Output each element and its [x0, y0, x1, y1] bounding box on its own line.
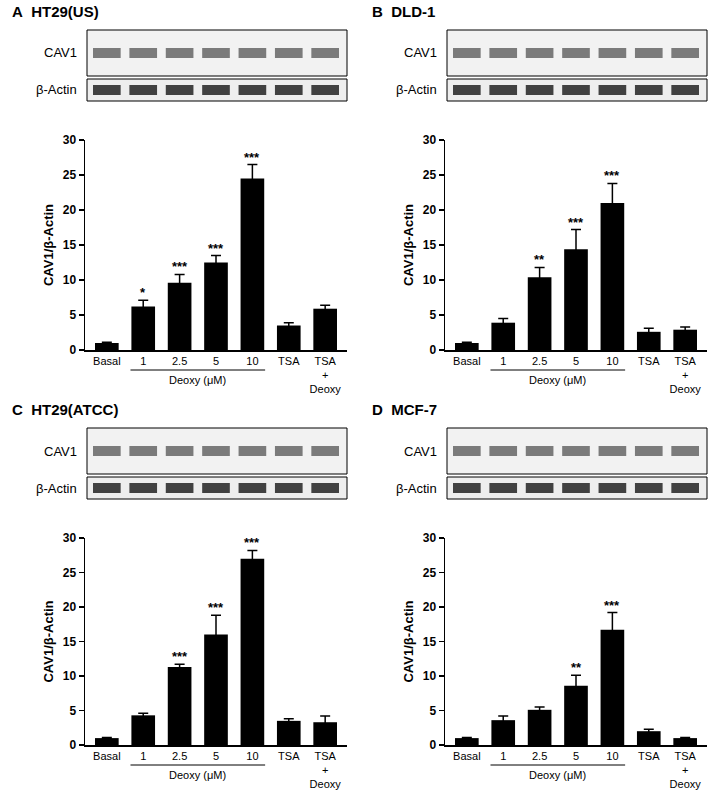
svg-text:5: 5: [69, 704, 76, 718]
svg-text:D MCF-7: D MCF-7: [372, 401, 437, 418]
svg-text:0: 0: [69, 343, 76, 357]
svg-text:10: 10: [423, 669, 437, 683]
svg-text:Deoxy (μM): Deoxy (μM): [169, 769, 226, 781]
svg-text:10: 10: [606, 750, 618, 762]
svg-text:15: 15: [423, 635, 437, 649]
svg-text:15: 15: [63, 635, 77, 649]
svg-text:β-Actin: β-Actin: [396, 481, 437, 496]
svg-text:***: ***: [244, 150, 260, 165]
svg-text:***: ***: [172, 649, 188, 664]
svg-text:5: 5: [573, 750, 579, 762]
svg-text:2.5: 2.5: [532, 750, 547, 762]
svg-text:CAV1: CAV1: [44, 45, 77, 60]
svg-text:Deoxy (μM): Deoxy (μM): [169, 374, 226, 386]
svg-text:TSA+Deoxy: TSA+Deoxy: [310, 355, 342, 396]
svg-text:20: 20: [423, 203, 437, 217]
svg-text:***: ***: [604, 598, 620, 613]
svg-text:Basal: Basal: [453, 750, 481, 762]
svg-text:CAV1/β-Actin: CAV1/β-Actin: [41, 600, 56, 682]
svg-text:*: *: [140, 285, 146, 300]
svg-text:10: 10: [63, 273, 77, 287]
svg-text:β-Actin: β-Actin: [36, 82, 77, 97]
svg-text:CAV1/β-Actin: CAV1/β-Actin: [41, 204, 56, 286]
svg-text:TSA: TSA: [638, 355, 660, 367]
svg-text:CAV1/β-Actin: CAV1/β-Actin: [401, 600, 416, 682]
svg-text:***: ***: [568, 215, 584, 230]
svg-text:C HT29(ATCC): C HT29(ATCC): [12, 401, 118, 418]
svg-text:25: 25: [423, 566, 437, 580]
svg-text:10: 10: [63, 669, 77, 683]
svg-text:0: 0: [429, 343, 436, 357]
svg-text:5: 5: [429, 308, 436, 322]
svg-text:CAV1/β-Actin: CAV1/β-Actin: [401, 204, 416, 286]
svg-text:1: 1: [500, 355, 506, 367]
svg-text:TSA: TSA: [278, 750, 300, 762]
svg-text:Basal: Basal: [453, 355, 481, 367]
svg-text:**: **: [571, 660, 582, 675]
svg-text:2.5: 2.5: [172, 355, 187, 367]
svg-text:TSA: TSA: [278, 355, 300, 367]
svg-text:15: 15: [63, 238, 77, 252]
svg-text:β-Actin: β-Actin: [36, 481, 77, 496]
svg-text:Deoxy (μM): Deoxy (μM): [529, 769, 586, 781]
svg-text:1: 1: [140, 355, 146, 367]
svg-text:25: 25: [63, 168, 77, 182]
svg-text:5: 5: [429, 704, 436, 718]
svg-text:1: 1: [500, 750, 506, 762]
svg-text:TSA+Deoxy: TSA+Deoxy: [310, 750, 342, 791]
svg-text:B DLD-1: B DLD-1: [372, 3, 435, 20]
svg-text:***: ***: [208, 241, 224, 256]
svg-text:25: 25: [423, 168, 437, 182]
svg-text:5: 5: [69, 308, 76, 322]
svg-text:30: 30: [63, 133, 77, 147]
svg-text:***: ***: [244, 535, 260, 550]
svg-text:2.5: 2.5: [532, 355, 547, 367]
svg-text:CAV1: CAV1: [404, 45, 437, 60]
svg-text:CAV1: CAV1: [404, 444, 437, 459]
svg-text:***: ***: [172, 259, 188, 274]
svg-text:5: 5: [213, 355, 219, 367]
svg-text:5: 5: [213, 750, 219, 762]
svg-text:TSA+Deoxy: TSA+Deoxy: [670, 750, 702, 791]
svg-text:TSA: TSA: [638, 750, 660, 762]
svg-text:15: 15: [423, 238, 437, 252]
svg-text:5: 5: [573, 355, 579, 367]
svg-text:20: 20: [63, 600, 77, 614]
svg-text:10: 10: [246, 750, 258, 762]
svg-text:***: ***: [208, 600, 224, 615]
svg-text:***: ***: [604, 168, 620, 183]
svg-text:10: 10: [606, 355, 618, 367]
svg-text:10: 10: [246, 355, 258, 367]
svg-text:1: 1: [140, 750, 146, 762]
svg-text:TSA+Deoxy: TSA+Deoxy: [670, 355, 702, 396]
svg-text:0: 0: [69, 738, 76, 752]
svg-text:2.5: 2.5: [172, 750, 187, 762]
svg-text:20: 20: [63, 203, 77, 217]
svg-text:A HT29(US): A HT29(US): [12, 3, 99, 20]
svg-text:30: 30: [63, 531, 77, 545]
svg-text:0: 0: [429, 738, 436, 752]
svg-text:CAV1: CAV1: [44, 444, 77, 459]
svg-text:10: 10: [423, 273, 437, 287]
svg-text:30: 30: [423, 133, 437, 147]
svg-text:Basal: Basal: [93, 355, 121, 367]
svg-text:β-Actin: β-Actin: [396, 82, 437, 97]
svg-text:20: 20: [423, 600, 437, 614]
svg-text:**: **: [534, 252, 545, 267]
svg-text:Basal: Basal: [93, 750, 121, 762]
svg-text:25: 25: [63, 566, 77, 580]
svg-text:Deoxy (μM): Deoxy (μM): [529, 374, 586, 386]
svg-text:30: 30: [423, 531, 437, 545]
